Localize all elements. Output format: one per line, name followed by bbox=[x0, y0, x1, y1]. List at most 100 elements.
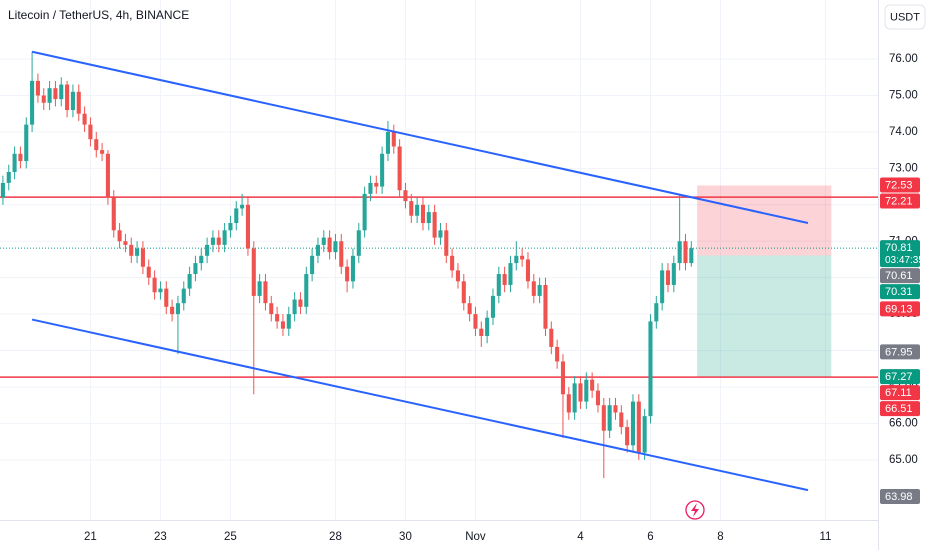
candle-body bbox=[41, 95, 46, 103]
candle-body bbox=[175, 303, 180, 315]
candle-body bbox=[467, 303, 472, 315]
candle-body bbox=[205, 244, 210, 256]
candle-body bbox=[385, 131, 390, 154]
candle-body bbox=[590, 379, 595, 391]
candle-body bbox=[560, 361, 566, 395]
candle-body bbox=[368, 182, 373, 194]
price-tag-label: 70.31 bbox=[885, 286, 913, 298]
price-tag bbox=[880, 284, 920, 300]
price-tag-label: 66.51 bbox=[885, 403, 913, 415]
grid-layer bbox=[0, 0, 878, 520]
candle-body bbox=[543, 284, 548, 329]
candle-body bbox=[426, 212, 431, 224]
candle-body bbox=[601, 405, 606, 431]
candle-body bbox=[152, 277, 157, 293]
candle-body bbox=[625, 427, 630, 446]
candle-body bbox=[397, 146, 402, 191]
price-tag-label: 70.81 bbox=[885, 242, 913, 254]
price-tag bbox=[880, 268, 920, 284]
candle-body bbox=[391, 131, 396, 147]
candle-body bbox=[321, 237, 326, 245]
candle-body bbox=[555, 346, 560, 362]
candle-body bbox=[613, 405, 618, 413]
candle-body bbox=[450, 255, 455, 271]
candle-body bbox=[286, 314, 291, 329]
replay-icon[interactable] bbox=[685, 500, 705, 520]
y-tick-label: 65.00 bbox=[889, 454, 918, 466]
candle-body bbox=[648, 321, 653, 417]
candle-body bbox=[228, 223, 233, 231]
candle-body bbox=[269, 303, 274, 315]
x-tick-label: Nov bbox=[465, 531, 486, 543]
x-tick-label: 23 bbox=[154, 531, 167, 543]
candle-body bbox=[403, 190, 408, 202]
candle-body bbox=[146, 266, 151, 278]
price-tag-label: 69.13 bbox=[885, 303, 913, 315]
candle-body bbox=[35, 80, 40, 96]
x-tick-label: 11 bbox=[820, 531, 832, 543]
candle-body bbox=[473, 314, 478, 329]
candle-body bbox=[187, 274, 192, 289]
trendline bbox=[31, 50, 809, 224]
candle-body bbox=[677, 241, 682, 264]
candle-body bbox=[76, 91, 81, 114]
candle-body bbox=[654, 303, 659, 322]
candle-body bbox=[181, 288, 186, 304]
currency-label[interactable]: USDT bbox=[890, 11, 920, 23]
candle-body bbox=[94, 139, 99, 151]
candle-body bbox=[671, 263, 676, 285]
candle-body bbox=[420, 204, 425, 224]
price-tag bbox=[880, 301, 920, 317]
candle-body bbox=[140, 248, 145, 267]
candle-body bbox=[549, 328, 554, 347]
candle-body bbox=[514, 255, 519, 264]
candle-body bbox=[170, 306, 175, 315]
candle-body bbox=[350, 255, 355, 282]
candle-body bbox=[53, 88, 58, 100]
currency-button[interactable] bbox=[884, 4, 926, 30]
candle-body bbox=[461, 281, 466, 304]
price-tag bbox=[880, 489, 920, 505]
candle-body bbox=[490, 295, 496, 318]
candle-body bbox=[374, 182, 379, 187]
candle-body bbox=[345, 266, 350, 282]
icon-bolt[interactable] bbox=[691, 503, 699, 517]
candle-body bbox=[531, 281, 536, 296]
candle-body bbox=[525, 259, 531, 282]
price-tag bbox=[880, 344, 920, 360]
candle-body bbox=[59, 84, 64, 100]
candle-body bbox=[636, 401, 641, 453]
x-tick-label: 30 bbox=[399, 531, 412, 543]
candle-body bbox=[660, 270, 665, 304]
candle-body bbox=[380, 153, 385, 187]
target-zone bbox=[697, 255, 832, 378]
candle-body bbox=[683, 241, 688, 264]
candle-body bbox=[216, 237, 221, 245]
price-tag-label: 67.11 bbox=[885, 387, 912, 399]
stop-zone bbox=[697, 185, 832, 256]
candle-body bbox=[129, 244, 134, 256]
candle-body bbox=[315, 244, 320, 256]
candle-body bbox=[105, 153, 110, 198]
candle-body bbox=[164, 288, 169, 307]
candle-body bbox=[24, 124, 29, 162]
candle-body bbox=[432, 212, 437, 238]
x-tick-label: 6 bbox=[647, 531, 653, 543]
x-tick-label: 25 bbox=[224, 531, 237, 543]
candle-body bbox=[251, 248, 256, 296]
plot-layer bbox=[0, 50, 878, 492]
candle-body bbox=[158, 288, 163, 293]
axis-layer: 65.0066.0067.0068.0069.0070.0071.0072.00… bbox=[84, 53, 924, 543]
y-tick-label: 76.00 bbox=[889, 53, 918, 65]
candle-body bbox=[245, 204, 250, 249]
candle-body bbox=[409, 201, 414, 216]
candle-body bbox=[537, 284, 542, 296]
x-tick-label: 21 bbox=[84, 531, 97, 543]
candle-body bbox=[642, 416, 647, 453]
price-tag bbox=[880, 401, 920, 417]
candle-body bbox=[199, 255, 204, 264]
candle-body bbox=[356, 230, 361, 256]
